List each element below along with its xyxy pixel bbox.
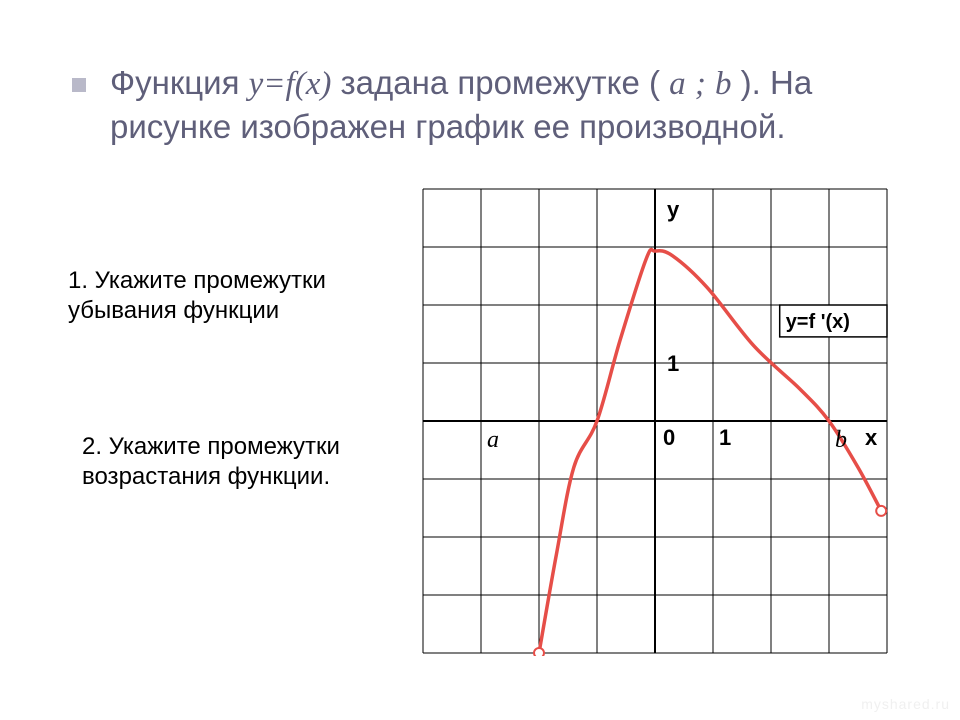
svg-text:0: 0	[663, 425, 675, 450]
title-b: b	[715, 66, 732, 102]
svg-text:x: x	[865, 425, 878, 450]
title-mid: задана промежутке (	[341, 64, 660, 101]
slide: Функция y=f(x) задана промежутке ( a ; b…	[0, 0, 960, 720]
title-a: a	[669, 66, 686, 102]
slide-title: Функция y=f(x) задана промежутке ( a ; b…	[110, 62, 870, 149]
svg-text:y=f '(x): y=f '(x)	[786, 311, 850, 333]
svg-text:b: b	[835, 427, 847, 453]
title-pre: Функция	[110, 64, 249, 101]
title-sep: ;	[695, 66, 706, 102]
svg-text:1: 1	[719, 425, 731, 450]
svg-text:y: y	[667, 197, 680, 222]
title-formula: y=f(x)	[249, 66, 332, 102]
svg-text:1: 1	[667, 351, 679, 376]
svg-text:a: a	[487, 427, 499, 453]
watermark: myshared.ru	[861, 696, 950, 712]
question-2: 2. Укажите промежутки возрастания функци…	[82, 432, 402, 492]
question-1: 1. Укажите промежутки убывания функции	[68, 266, 388, 326]
derivative-chart: y=f '(x) y x 0 1 1 a b	[420, 186, 890, 656]
bullet-square	[72, 78, 86, 92]
